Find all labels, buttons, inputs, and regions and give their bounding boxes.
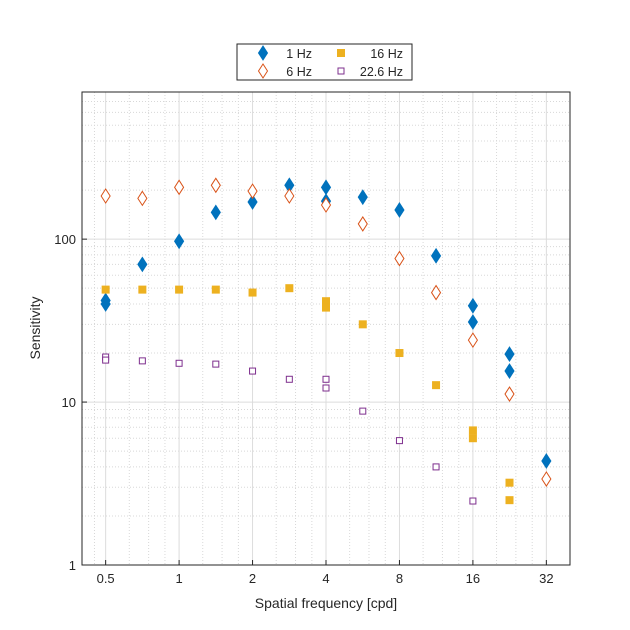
legend-marker [257,45,269,61]
data-point-22-6-hz [175,359,183,367]
legend-label: 22.6 Hz [360,65,403,79]
data-point-22-6-hz [359,407,367,415]
x-tick-label: 2 [249,571,256,586]
data-point-16-hz [101,285,110,294]
data-point-6-hz [504,386,515,402]
data-point-6-hz [247,183,258,200]
data-point-1-hz [137,256,148,273]
data-point-16-hz [505,478,514,487]
data-point-1-hz [504,346,515,363]
data-point-6-hz [541,471,552,487]
x-tick-label: 4 [322,571,329,586]
data-point-1-hz [394,202,405,218]
data-point-22-6-hz [432,463,440,471]
data-point-6-hz [394,250,405,267]
data-point-16-hz [395,349,404,358]
x-axis-label: Spatial frequency [cpd] [255,595,397,611]
x-tick-label: 0.5 [97,571,115,586]
data-point-16-hz [138,285,147,294]
data-point-22-6-hz [322,384,330,392]
data-point-1-hz [467,314,478,330]
data-point-1-hz [320,179,332,196]
y-tick-label: 100 [54,232,76,247]
axis-ticks: 0.5 1 2 4 8 16 32 1 10 100 [54,232,553,586]
data-point-6-hz [174,179,185,196]
legend-box [236,43,413,81]
y-tick-label: 10 [62,395,76,410]
data-point-1-hz [541,453,552,469]
data-point-16-hz [175,285,184,294]
data-point-1-hz [100,296,111,312]
legend-label: 6 Hz [286,65,312,79]
data-point-22-6-hz [469,497,477,505]
data-point-16-hz [468,426,477,435]
data-point-16-hz [432,381,441,390]
data-point-1-hz [174,233,185,250]
x-tick-label: 8 [396,571,403,586]
data-point-1-hz [210,204,221,221]
legend-label: 1 Hz [286,47,312,61]
data-points [100,177,552,505]
data-point-6-hz [284,188,295,204]
data-point-22-6-hz [285,375,293,383]
data-point-1-hz [467,297,478,314]
legend: 1 Hz 6 Hz 16 Hz 22.6 Hz [236,43,413,81]
legend-label: 16 Hz [370,47,403,61]
y-tick-label: 1 [69,558,76,573]
data-point-22-6-hz [395,437,403,445]
data-point-6-hz [430,284,442,301]
data-point-1-hz [430,247,442,264]
data-point-6-hz [357,215,368,232]
grid [82,91,570,566]
data-point-16-hz [285,284,294,293]
data-point-22-6-hz [249,367,257,375]
data-point-16-hz [358,320,367,329]
data-point-6-hz [320,197,332,213]
x-tick-label: 16 [466,571,480,586]
data-point-6-hz [210,177,221,194]
data-point-6-hz [100,188,111,204]
data-point-22-6-hz [322,375,330,383]
x-tick-label: 32 [539,571,553,586]
x-tick-label: 1 [175,571,182,586]
data-point-1-hz [504,363,515,379]
data-point-6-hz [137,190,148,207]
data-point-16-hz [248,288,257,297]
data-point-22-6-hz [102,356,110,364]
data-point-16-hz [505,496,514,505]
y-axis-label: Sensitivity [27,296,43,359]
data-point-1-hz [357,189,368,206]
legend-marker [257,63,269,79]
legend-marker [337,67,345,75]
data-point-6-hz [467,332,478,349]
data-point-16-hz [468,434,477,443]
data-point-22-6-hz [138,357,146,365]
data-point-16-hz [211,285,220,294]
data-point-1-hz [247,194,258,210]
data-point-16-hz [322,303,330,312]
legend-marker [337,49,345,57]
data-point-22-6-hz [212,360,220,368]
